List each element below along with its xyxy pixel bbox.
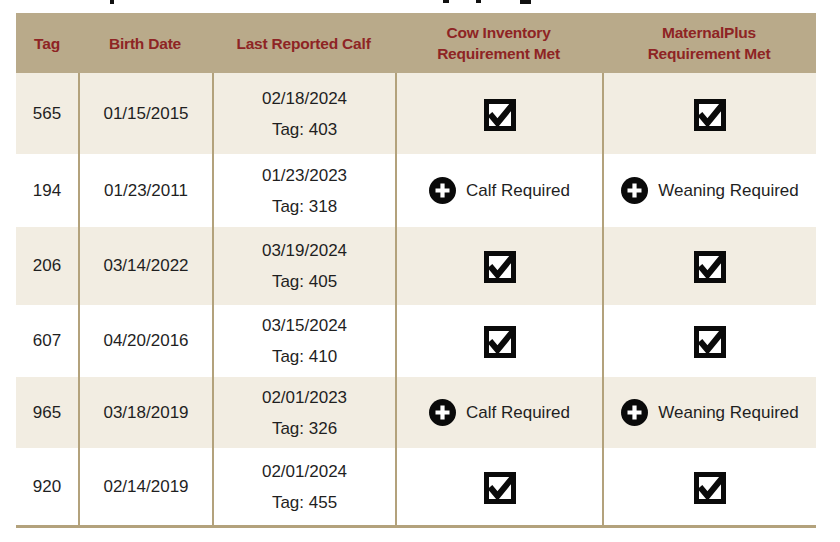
table-row: 565 01/15/2015 02/18/2024 Tag: 403 <box>16 73 816 154</box>
header-label: Birth Date <box>109 33 181 54</box>
checked-checkbox-icon <box>483 470 517 504</box>
cell-maternalplus-status <box>602 448 816 525</box>
cell-last-reported-calf: 02/01/2024 Tag: 455 <box>212 448 395 525</box>
cell-cow-inventory-status <box>395 448 602 525</box>
calf-date: 01/23/2023 <box>262 160 347 191</box>
table-row: 194 01/23/2011 01/23/2023 Tag: 318 Calf … <box>16 154 816 227</box>
cell-birth-date: 01/15/2015 <box>78 73 212 154</box>
cell-maternalplus-status <box>602 227 816 305</box>
checked-checkbox-icon <box>693 470 727 504</box>
cell-cow-inventory-status <box>395 73 602 154</box>
cropped-text-fragment <box>476 0 481 3</box>
cell-tag: 607 <box>16 305 78 377</box>
calf-tag: Tag: 318 <box>272 191 337 222</box>
cell-maternalplus-status <box>602 73 816 154</box>
table-header-row: Tag Birth Date Last Reported Calf Cow In… <box>16 13 816 73</box>
calf-tag: Tag: 410 <box>272 341 337 372</box>
calf-tag: Tag: 455 <box>272 487 337 518</box>
column-header-cow-inventory: Cow Inventory Requirement Met <box>395 13 602 73</box>
table-row: 920 02/14/2019 02/01/2024 Tag: 455 <box>16 448 816 525</box>
header-label-line1: MaternalPlus <box>662 22 756 43</box>
cell-birth-date: 03/18/2019 <box>78 377 212 448</box>
checked-checkbox-icon <box>483 249 517 283</box>
cell-maternalplus-status: Weaning Required <box>602 377 816 448</box>
cell-cow-inventory-status <box>395 305 602 377</box>
status-label: Calf Required <box>466 403 570 423</box>
checked-checkbox-icon <box>693 324 727 358</box>
cell-tag: 194 <box>16 154 78 227</box>
cell-birth-date: 01/23/2011 <box>78 154 212 227</box>
plus-circle-icon <box>621 399 648 426</box>
plus-circle-icon <box>621 177 648 204</box>
checked-checkbox-icon <box>693 249 727 283</box>
cropped-text-fragment <box>110 0 114 4</box>
cell-maternalplus-status <box>602 305 816 377</box>
calf-tag: Tag: 403 <box>272 114 337 145</box>
cell-tag: 965 <box>16 377 78 448</box>
table-row: 607 04/20/2016 03/15/2024 Tag: 410 <box>16 305 816 377</box>
header-label-line2: Requirement Met <box>437 43 560 64</box>
header-label: Last Reported Calf <box>236 33 370 54</box>
calf-tag: Tag: 326 <box>272 413 337 444</box>
checked-checkbox-icon <box>693 97 727 131</box>
cell-maternalplus-status: Weaning Required <box>602 154 816 227</box>
status-label: Weaning Required <box>658 403 799 423</box>
header-label-line1: Cow Inventory <box>446 22 550 43</box>
cell-tag: 565 <box>16 73 78 154</box>
plus-circle-icon <box>429 399 456 426</box>
cell-cow-inventory-status <box>395 227 602 305</box>
status-label: Calf Required <box>466 181 570 201</box>
calf-date: 03/19/2024 <box>262 235 347 266</box>
checked-checkbox-icon <box>483 97 517 131</box>
header-label-line2: Requirement Met <box>648 43 771 64</box>
column-header-maternalplus: MaternalPlus Requirement Met <box>602 13 816 73</box>
calf-date: 03/15/2024 <box>262 310 347 341</box>
plus-circle-icon <box>429 177 456 204</box>
cow-requirements-table: Tag Birth Date Last Reported Calf Cow In… <box>16 13 816 525</box>
page: Tag Birth Date Last Reported Calf Cow In… <box>0 0 840 542</box>
cell-birth-date: 04/20/2016 <box>78 305 212 377</box>
calf-date: 02/18/2024 <box>262 83 347 114</box>
table-row: 965 03/18/2019 02/01/2023 Tag: 326 Calf … <box>16 377 816 448</box>
checked-checkbox-icon <box>483 324 517 358</box>
status-label: Weaning Required <box>658 181 799 201</box>
cell-cow-inventory-status: Calf Required <box>395 377 602 448</box>
column-header-tag: Tag <box>16 13 78 73</box>
cell-tag: 920 <box>16 448 78 525</box>
column-header-last-reported-calf: Last Reported Calf <box>212 13 395 73</box>
cell-last-reported-calf: 03/15/2024 Tag: 410 <box>212 305 395 377</box>
header-label: Tag <box>34 33 60 54</box>
cropped-text-fragment <box>443 0 449 3</box>
calf-date: 02/01/2023 <box>262 382 347 413</box>
cell-birth-date: 02/14/2019 <box>78 448 212 525</box>
calf-date: 02/01/2024 <box>262 456 347 487</box>
cell-last-reported-calf: 03/19/2024 Tag: 405 <box>212 227 395 305</box>
cell-birth-date: 03/14/2022 <box>78 227 212 305</box>
table-row: 206 03/14/2022 03/19/2024 Tag: 405 <box>16 227 816 305</box>
cell-last-reported-calf: 02/01/2023 Tag: 326 <box>212 377 395 448</box>
cell-last-reported-calf: 01/23/2023 Tag: 318 <box>212 154 395 227</box>
calf-tag: Tag: 405 <box>272 266 337 297</box>
cell-last-reported-calf: 02/18/2024 Tag: 403 <box>212 73 395 154</box>
column-header-birth-date: Birth Date <box>78 13 212 73</box>
table-bottom-border <box>16 525 816 528</box>
cell-cow-inventory-status: Calf Required <box>395 154 602 227</box>
cropped-text-fragment <box>520 0 531 4</box>
cell-tag: 206 <box>16 227 78 305</box>
